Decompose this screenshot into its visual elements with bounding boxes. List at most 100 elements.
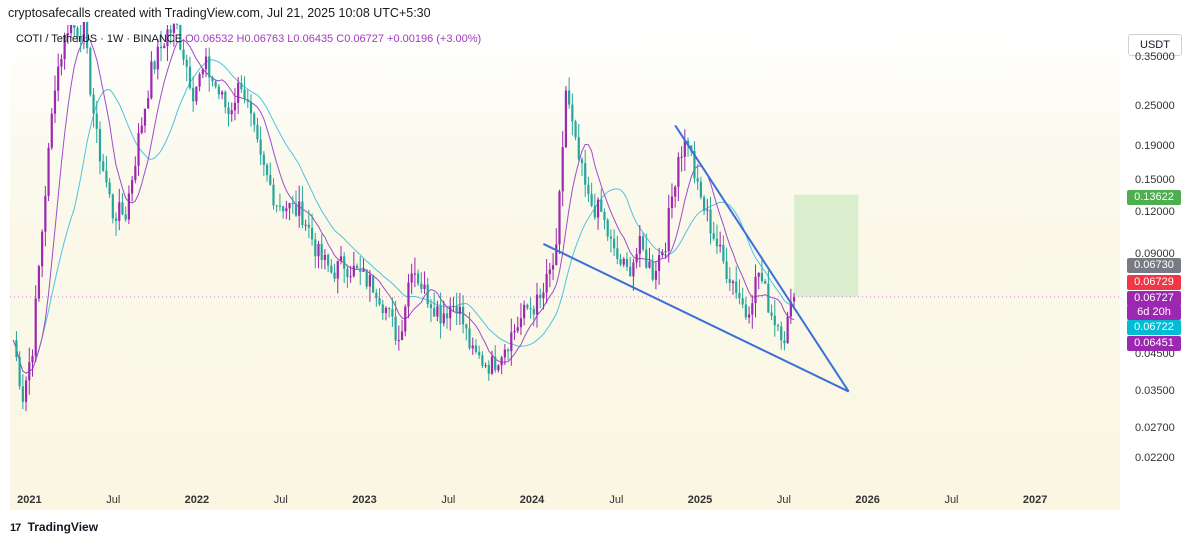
- candle: [31, 355, 34, 363]
- candle: [494, 356, 497, 371]
- candle: [683, 140, 686, 157]
- candle: [484, 365, 487, 367]
- y-tick-label: 0.09000: [1135, 247, 1175, 260]
- price-tag[interactable]: 0.13622: [1127, 190, 1181, 205]
- candle: [204, 56, 208, 70]
- candle: [323, 254, 327, 261]
- candle: [417, 273, 420, 284]
- price-tag[interactable]: 0.06730: [1127, 258, 1181, 273]
- candle: [487, 365, 490, 374]
- candle: [622, 258, 625, 265]
- candle: [259, 139, 262, 155]
- tradingview-brand: TradingView: [27, 520, 99, 534]
- candle: [735, 281, 738, 293]
- candle: [349, 276, 352, 278]
- y-tick-label: 0.25000: [1135, 99, 1175, 112]
- candle: [121, 202, 124, 215]
- candle: [490, 356, 494, 374]
- candle: [44, 195, 47, 232]
- x-tick-label: Jul: [776, 494, 791, 506]
- candle: [339, 256, 343, 261]
- candle: [355, 265, 359, 269]
- candle: [747, 314, 751, 318]
- candle: [195, 86, 198, 102]
- candle: [220, 91, 224, 95]
- candle: [792, 296, 796, 302]
- candle: [654, 270, 657, 280]
- candle: [420, 283, 423, 289]
- candle: [246, 99, 249, 102]
- candle: [584, 163, 587, 185]
- candle: [169, 29, 172, 33]
- candle: [754, 276, 757, 304]
- candle: [95, 113, 98, 129]
- x-tick-label: 2026: [855, 494, 880, 506]
- support-trendline: [542, 243, 850, 393]
- candle: [378, 298, 381, 305]
- candle: [47, 147, 50, 196]
- candle: [394, 316, 397, 341]
- candle: [693, 150, 696, 179]
- candle: [82, 21, 86, 42]
- candle: [272, 184, 275, 206]
- x-tick-label: Jul: [441, 494, 456, 506]
- candle: [368, 274, 372, 287]
- candle: [285, 208, 288, 212]
- symbol-label[interactable]: COTI / TetherUS · 1W · BINANCE: [16, 33, 183, 45]
- candle: [613, 238, 616, 249]
- candle: [253, 113, 256, 125]
- currency-button[interactable]: USDT: [1128, 34, 1182, 56]
- price-tag[interactable]: 0.06729: [1127, 275, 1181, 290]
- candle: [291, 203, 294, 205]
- candle: [638, 236, 641, 254]
- candle: [346, 268, 349, 278]
- candle: [516, 327, 519, 331]
- candle: [182, 49, 185, 60]
- candle: [301, 201, 304, 226]
- low-value: L0.06435: [287, 33, 334, 45]
- candle: [294, 203, 298, 216]
- candle: [558, 191, 561, 245]
- candle: [513, 330, 516, 333]
- candle: [680, 156, 683, 158]
- x-tick-label: 2022: [184, 494, 210, 506]
- candle: [529, 308, 532, 310]
- x-tick-label: 2027: [1022, 494, 1048, 506]
- candle: [519, 318, 523, 328]
- x-tick-label: Jul: [944, 494, 959, 506]
- candle: [532, 308, 535, 315]
- candle: [738, 292, 741, 299]
- price-tag[interactable]: 6d 20h: [1127, 305, 1181, 320]
- price-tag[interactable]: 0.06722: [1127, 320, 1181, 335]
- candle: [458, 306, 461, 314]
- candle: [757, 272, 760, 277]
- candle: [635, 253, 638, 263]
- candle: [124, 214, 127, 220]
- candle: [603, 211, 606, 221]
- candle: [686, 140, 690, 146]
- tradingview-footer[interactable]: 17 TradingView: [10, 520, 98, 534]
- candle: [108, 182, 111, 195]
- candle: [587, 184, 590, 195]
- price-tag[interactable]: 0.06727: [1127, 291, 1181, 306]
- candle: [545, 273, 548, 293]
- price-tag[interactable]: 0.06451: [1127, 336, 1181, 351]
- candle: [661, 251, 664, 256]
- candle: [410, 273, 413, 283]
- candle: [760, 272, 764, 282]
- candle: [590, 194, 593, 206]
- candle: [776, 325, 780, 327]
- candle: [677, 157, 680, 187]
- x-tick-label: Jul: [609, 494, 624, 506]
- target-zone: [794, 194, 859, 297]
- candle: [53, 90, 57, 114]
- close-value: C0.06727: [336, 33, 384, 45]
- candle: [400, 331, 404, 341]
- candle: [143, 108, 147, 126]
- candle: [564, 90, 568, 148]
- candle: [449, 307, 452, 319]
- candle: [471, 345, 474, 349]
- candle: [265, 164, 269, 176]
- candle: [41, 231, 44, 267]
